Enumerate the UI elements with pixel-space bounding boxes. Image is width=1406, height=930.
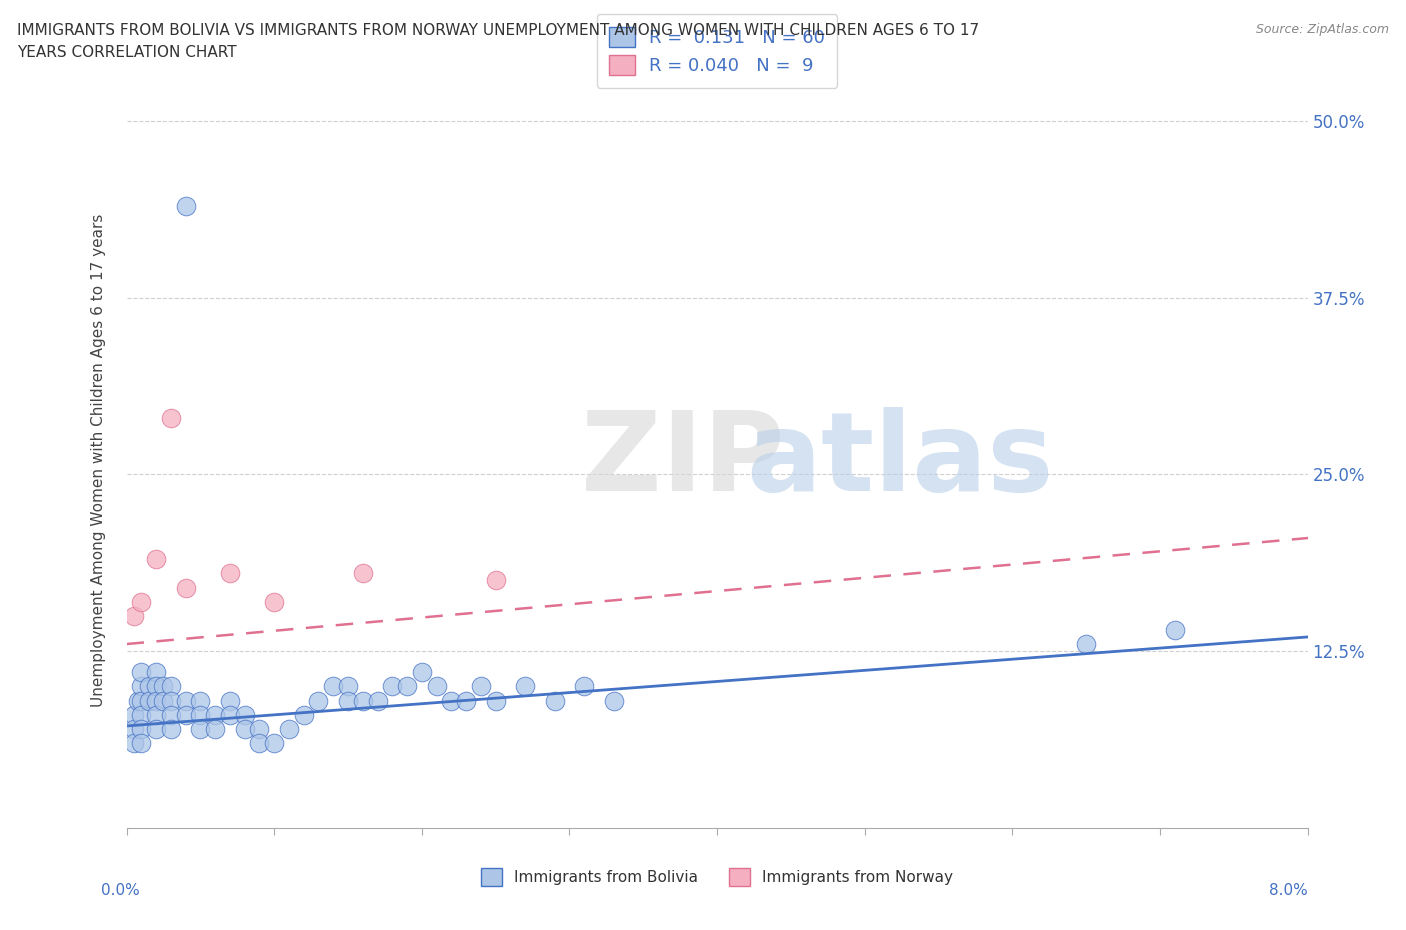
- Point: [603, 693, 626, 708]
- Point: [152, 679, 174, 694]
- Point: [204, 722, 226, 737]
- Point: [515, 679, 537, 694]
- Point: [145, 722, 167, 737]
- Point: [456, 693, 478, 708]
- Point: [160, 410, 183, 425]
- Legend: Immigrants from Bolivia, Immigrants from Norway: Immigrants from Bolivia, Immigrants from…: [472, 860, 962, 894]
- Point: [160, 722, 183, 737]
- Text: ZIP: ZIP: [581, 406, 785, 514]
- Point: [152, 693, 174, 708]
- Text: IMMIGRANTS FROM BOLIVIA VS IMMIGRANTS FROM NORWAY UNEMPLOYMENT AMONG WOMEN WITH : IMMIGRANTS FROM BOLIVIA VS IMMIGRANTS FR…: [17, 23, 979, 38]
- Text: 0.0%: 0.0%: [101, 883, 141, 897]
- Text: 8.0%: 8.0%: [1268, 883, 1308, 897]
- Point: [426, 679, 449, 694]
- Text: Source: ZipAtlas.com: Source: ZipAtlas.com: [1256, 23, 1389, 36]
- Point: [122, 608, 145, 623]
- Point: [174, 580, 197, 595]
- Point: [145, 679, 167, 694]
- Y-axis label: Unemployment Among Women with Children Ages 6 to 17 years: Unemployment Among Women with Children A…: [91, 214, 105, 707]
- Point: [122, 736, 145, 751]
- Point: [174, 707, 197, 722]
- Point: [188, 722, 212, 737]
- Point: [337, 693, 360, 708]
- Point: [249, 722, 271, 737]
- Point: [543, 693, 565, 708]
- Point: [337, 679, 360, 694]
- Point: [160, 693, 183, 708]
- Point: [188, 693, 212, 708]
- Point: [440, 693, 463, 708]
- Point: [219, 566, 242, 581]
- Point: [129, 665, 153, 680]
- Point: [470, 679, 492, 694]
- Point: [145, 551, 167, 566]
- Point: [249, 736, 271, 751]
- Point: [484, 693, 508, 708]
- Point: [129, 693, 153, 708]
- Point: [145, 665, 167, 680]
- Point: [122, 722, 145, 737]
- Point: [307, 693, 329, 708]
- Point: [129, 679, 153, 694]
- Point: [263, 736, 285, 751]
- Point: [1076, 637, 1098, 652]
- Point: [174, 693, 197, 708]
- Point: [352, 693, 374, 708]
- Point: [352, 566, 374, 581]
- Point: [122, 707, 145, 722]
- Point: [233, 722, 256, 737]
- Point: [145, 693, 167, 708]
- Point: [174, 199, 197, 214]
- Point: [160, 707, 183, 722]
- Point: [484, 573, 508, 588]
- Point: [278, 722, 301, 737]
- Point: [219, 707, 242, 722]
- Point: [145, 707, 167, 722]
- Point: [1164, 622, 1187, 637]
- Point: [322, 679, 344, 694]
- Point: [129, 707, 153, 722]
- Point: [367, 693, 389, 708]
- Point: [396, 679, 419, 694]
- Text: YEARS CORRELATION CHART: YEARS CORRELATION CHART: [17, 45, 236, 60]
- Point: [188, 707, 212, 722]
- Point: [138, 679, 160, 694]
- Point: [263, 594, 285, 609]
- Point: [574, 679, 596, 694]
- Point: [233, 707, 256, 722]
- Point: [411, 665, 433, 680]
- Point: [292, 707, 315, 722]
- Point: [219, 693, 242, 708]
- Point: [160, 679, 183, 694]
- Point: [129, 722, 153, 737]
- Point: [138, 693, 160, 708]
- Point: [129, 736, 153, 751]
- Point: [381, 679, 404, 694]
- Point: [127, 693, 149, 708]
- Point: [204, 707, 226, 722]
- Text: atlas: atlas: [747, 406, 1054, 514]
- Point: [129, 594, 153, 609]
